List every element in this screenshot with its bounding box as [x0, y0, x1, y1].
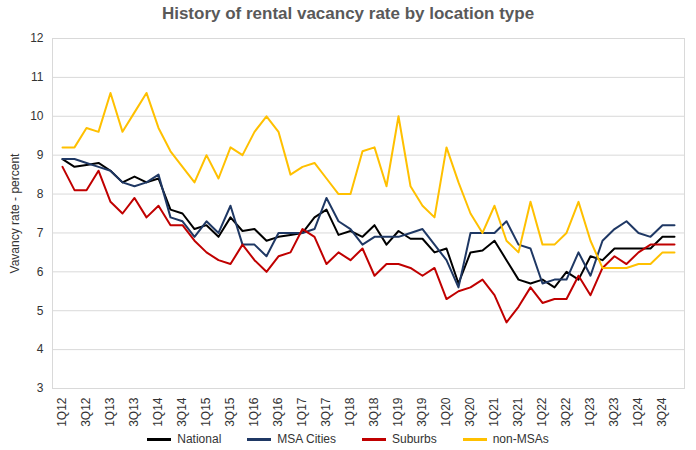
svg-text:1Q21: 1Q21 [487, 397, 501, 427]
svg-text:3: 3 [37, 381, 44, 395]
svg-text:3Q20: 3Q20 [463, 397, 477, 427]
svg-text:4: 4 [37, 342, 44, 356]
svg-text:1Q20: 1Q20 [439, 397, 453, 427]
svg-text:5: 5 [37, 304, 44, 318]
svg-text:3Q22: 3Q22 [559, 397, 573, 427]
svg-text:1Q23: 1Q23 [583, 397, 597, 427]
html-text:History of rental vacancy rate: History of rental vacancy rate by locati… [161, 4, 535, 23]
svg-text:3Q18: 3Q18 [367, 397, 381, 427]
svg-text:1Q22: 1Q22 [535, 397, 549, 427]
svg-text:12: 12 [30, 31, 44, 45]
svg-text:3Q17: 3Q17 [319, 397, 333, 427]
svg-text:3Q19: 3Q19 [415, 397, 429, 427]
svg-text:7: 7 [37, 226, 44, 240]
svg-text:1Q15: 1Q15 [199, 397, 213, 427]
svg-text:3Q23: 3Q23 [607, 397, 621, 427]
svg-text:3Q13: 3Q13 [127, 397, 141, 427]
svg-text:1Q12: 1Q12 [55, 397, 69, 427]
svg-text:8: 8 [37, 187, 44, 201]
svg-text:1Q24: 1Q24 [631, 397, 645, 427]
html-text:Suburbs: Suburbs [392, 432, 437, 446]
svg-text:1Q14: 1Q14 [151, 397, 165, 427]
html-text:non-MSAs: non-MSAs [492, 432, 549, 446]
svg-text:1Q16: 1Q16 [247, 397, 261, 427]
svg-text:3Q15: 3Q15 [223, 397, 237, 427]
svg-text:3Q12: 3Q12 [79, 397, 93, 427]
svg-text:Vavancy rate - percent: Vavancy rate - percent [8, 153, 22, 274]
svg-text:3Q21: 3Q21 [511, 397, 525, 427]
svg-text:3Q16: 3Q16 [271, 397, 285, 427]
svg-text:9: 9 [37, 148, 44, 162]
svg-text:3Q14: 3Q14 [175, 397, 189, 427]
svg-text:1Q19: 1Q19 [391, 397, 405, 427]
svg-text:11: 11 [31, 70, 44, 84]
html-text:MSA Cities: MSA Cities [277, 432, 336, 446]
html-text:National: National [177, 432, 222, 446]
svg-text:1Q17: 1Q17 [295, 397, 309, 427]
svg-text:10: 10 [30, 109, 44, 123]
svg-text:3Q24: 3Q24 [655, 397, 669, 427]
svg-text:6: 6 [37, 265, 44, 279]
svg-text:1Q13: 1Q13 [103, 397, 117, 427]
svg-text:1Q18: 1Q18 [343, 397, 357, 427]
